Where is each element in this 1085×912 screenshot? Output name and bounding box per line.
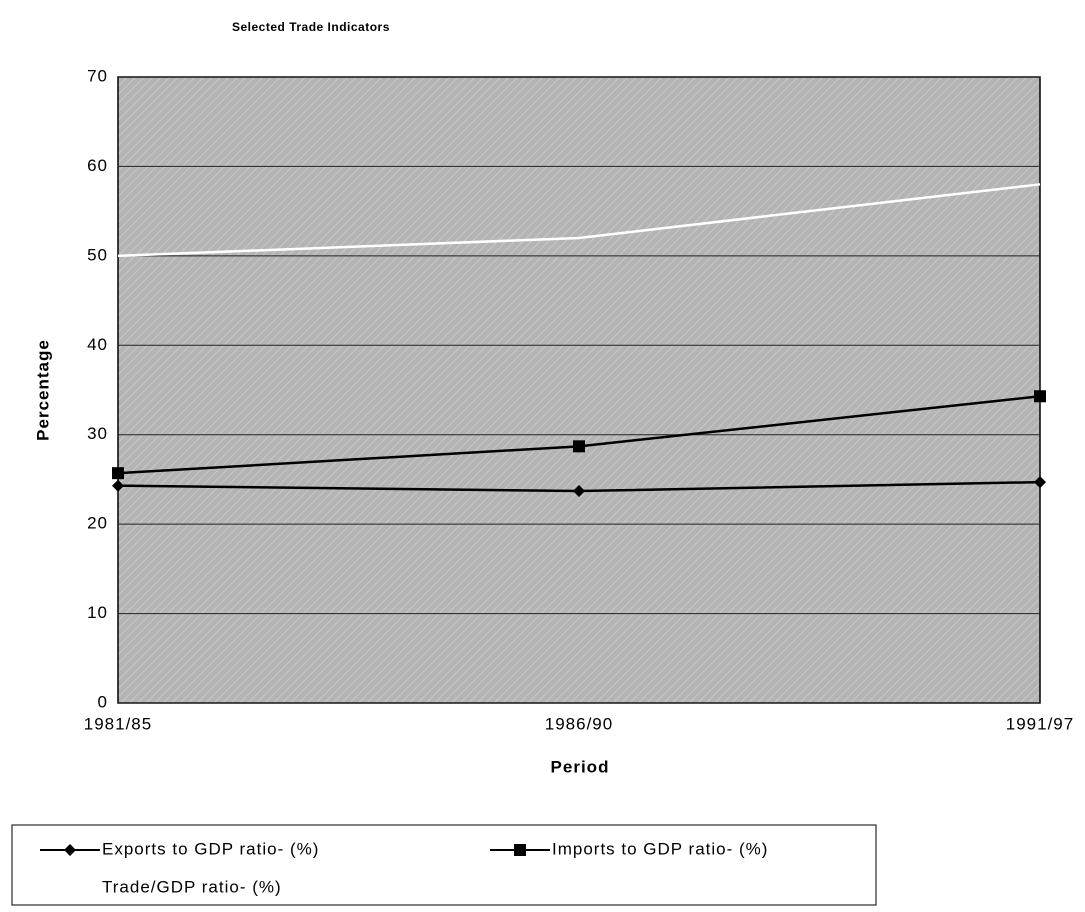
x-tick-label: 1981/85	[84, 714, 152, 733]
chart-title: Selected Trade Indicators	[232, 20, 390, 34]
legend	[11, 824, 877, 906]
y-tick-label: 40	[87, 335, 108, 354]
legend-label: Exports to GDP ratio- (%)	[102, 839, 319, 858]
data-point	[1034, 476, 1046, 489]
x-axis-title: Period	[551, 757, 610, 776]
y-axis-title: Percentage	[33, 339, 52, 441]
data-point	[1034, 390, 1046, 403]
plot-area	[117, 76, 1041, 704]
y-tick-label: 20	[87, 514, 108, 533]
legend-label: Trade/GDP ratio- (%)	[102, 877, 282, 896]
y-tick-label: 0	[98, 692, 108, 711]
y-tick-label: 10	[87, 603, 108, 622]
data-point	[112, 479, 124, 492]
x-tick-label: 1986/90	[545, 714, 613, 733]
series-line	[117, 183, 1041, 258]
legend-marker	[514, 844, 526, 856]
y-tick-label: 70	[87, 66, 108, 85]
data-point	[573, 440, 585, 453]
data-point	[112, 467, 124, 480]
y-tick-label: 60	[87, 156, 108, 175]
x-tick-label: 1991/97	[1006, 714, 1074, 733]
y-tick-label: 50	[87, 245, 108, 264]
data-point	[573, 485, 585, 498]
legend-marker	[64, 844, 76, 856]
legend-label: Imports to GDP ratio- (%)	[552, 839, 768, 858]
y-tick-label: 30	[87, 424, 108, 443]
